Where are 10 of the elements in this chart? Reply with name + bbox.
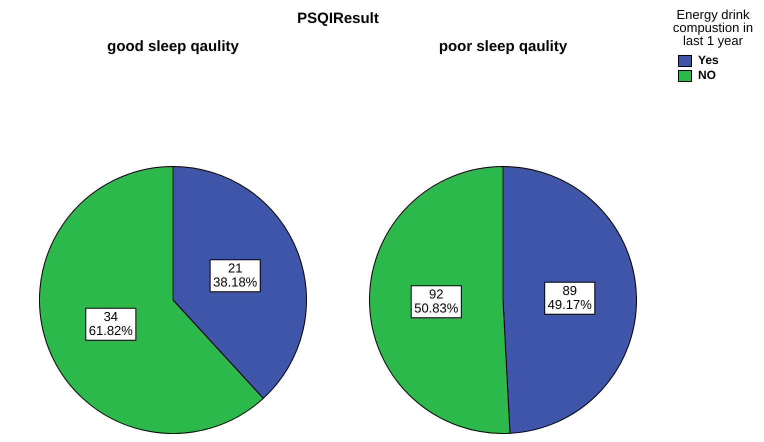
chart-title: good sleep qaulity (107, 38, 240, 56)
data-label: 92 50.83% (414, 286, 459, 316)
data-label: 89 49.17% (548, 282, 592, 312)
chart-title: poor sleep qaulity (438, 38, 568, 56)
data-label: 34 61.82% (88, 308, 134, 338)
legend-title: Energy drink compustion in last 1 year (672, 7, 754, 48)
legend-label: NO (697, 68, 717, 83)
text: PSQIResult (296, 10, 380, 27)
data-label: 21 38.18% (213, 260, 258, 290)
legend-label: Yes (697, 53, 720, 68)
